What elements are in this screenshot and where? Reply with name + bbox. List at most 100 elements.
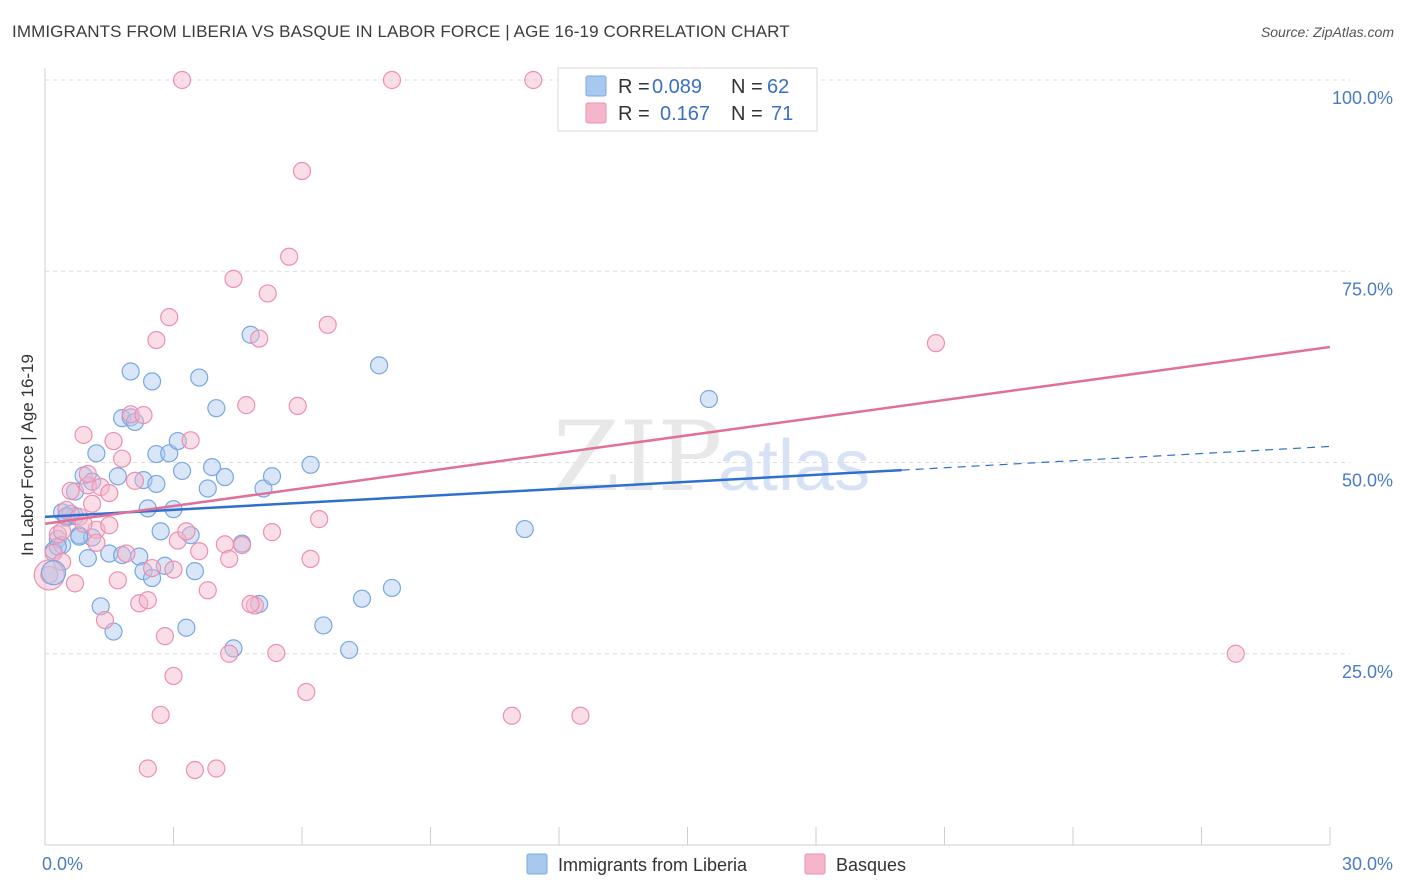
watermark: ZIP atlas: [553, 401, 870, 513]
point-liberia: [151, 522, 170, 541]
point-basques: [155, 627, 175, 646]
point-basques: [53, 522, 72, 541]
point-basques: [142, 558, 162, 578]
point-basques: [288, 396, 307, 415]
point-basques: [172, 70, 192, 90]
x-tick-label: 30.0%: [1342, 854, 1393, 874]
data-points: [33, 70, 1245, 780]
legend-label-liberia: Immigrants from Liberia: [558, 855, 748, 875]
point-basques: [190, 542, 209, 561]
point-liberia: [382, 578, 402, 598]
point-basques: [164, 560, 183, 579]
point-basques: [160, 308, 179, 327]
point-basques: [571, 706, 590, 725]
axes: [44, 68, 1331, 846]
point-liberia: [121, 362, 140, 381]
point-basques: [198, 581, 217, 600]
legend-swatch-liberia: [526, 853, 548, 875]
point-liberia: [207, 399, 226, 418]
point-basques: [185, 760, 205, 780]
point-basques: [267, 643, 286, 663]
point-liberia: [699, 389, 719, 409]
point-liberia: [340, 640, 359, 660]
source-credit: Source: ZipAtlas.com: [1260, 24, 1394, 40]
point-basques: [83, 494, 102, 513]
point-liberia: [172, 461, 192, 481]
legend-swatch-basques: [804, 853, 826, 875]
point-basques: [250, 329, 269, 348]
point-basques: [262, 523, 282, 542]
point-basques: [33, 559, 65, 591]
point-basques: [53, 552, 72, 572]
series-legend: Immigrants from Liberia Basques: [526, 853, 906, 875]
point-basques: [224, 269, 243, 288]
point-basques: [147, 331, 166, 350]
point-basques: [301, 549, 320, 568]
x-tick-label: 0.0%: [42, 854, 83, 874]
point-liberia: [515, 519, 534, 539]
legend-n-label: N =: [731, 76, 763, 98]
point-basques: [78, 464, 97, 484]
point-liberia: [198, 479, 217, 498]
point-basques: [95, 610, 115, 630]
y-tick-label: 50.0%: [1342, 471, 1393, 491]
legend-swatch-basques: [585, 102, 607, 124]
point-basques: [87, 533, 106, 552]
point-basques: [220, 549, 239, 568]
point-liberia: [147, 474, 166, 494]
chart-title: IMMIGRANTS FROM LIBERIA VS BASQUE IN LAB…: [12, 22, 790, 41]
point-basques: [241, 594, 260, 614]
point-basques: [164, 666, 183, 686]
point-liberia: [262, 467, 282, 486]
legend-label-basques: Basques: [836, 855, 906, 875]
point-basques: [151, 705, 170, 725]
legend-r-label: R =: [618, 103, 650, 125]
point-basques: [100, 484, 119, 503]
grid-lines: [45, 79, 1350, 655]
point-basques: [121, 405, 140, 424]
point-basques: [310, 510, 329, 529]
watermark-zip: ZIP: [553, 401, 722, 513]
point-basques: [61, 481, 80, 500]
point-basques: [65, 574, 85, 593]
point-basques: [1226, 644, 1245, 663]
point-basques: [74, 425, 93, 445]
point-liberia: [190, 368, 209, 387]
trend-lines: [44, 345, 1331, 525]
trend-line-liberia: [44, 468, 902, 519]
point-liberia: [314, 616, 333, 635]
point-liberia: [241, 325, 260, 344]
point-basques: [181, 431, 200, 450]
legend-swatch-liberia: [585, 75, 607, 97]
legend-n-label: N =: [731, 103, 763, 125]
legend-r-label: R =: [618, 76, 650, 98]
point-basques: [502, 706, 521, 725]
point-basques: [125, 471, 145, 490]
y-tick-label: 75.0%: [1342, 279, 1393, 299]
point-liberia: [78, 549, 97, 568]
point-basques: [138, 759, 157, 778]
tick-labels: 25.0% 50.0% 75.0% 100.0% 0.0% 30.0%: [42, 88, 1393, 874]
point-liberia: [142, 372, 162, 391]
y-tick-label: 25.0%: [1342, 662, 1393, 682]
point-basques: [292, 161, 312, 181]
point-basques: [382, 70, 402, 90]
legend-n-value: 71: [771, 103, 793, 125]
point-basques: [318, 315, 337, 334]
point-basques: [134, 405, 153, 425]
point-liberia: [108, 467, 127, 486]
point-liberia: [202, 457, 222, 477]
point-basques: [108, 571, 127, 590]
point-liberia: [147, 444, 166, 464]
point-liberia: [91, 597, 110, 616]
point-basques: [104, 431, 123, 451]
y-tick-label: 100.0%: [1332, 88, 1393, 108]
y-axis-label: In Labor Force | Age 16-19: [18, 354, 37, 556]
point-basques: [280, 247, 299, 266]
point-liberia: [87, 444, 106, 463]
point-basques: [112, 449, 132, 468]
point-basques: [138, 591, 157, 610]
point-basques: [237, 396, 256, 415]
point-liberia: [185, 562, 205, 581]
point-basques: [524, 70, 543, 90]
